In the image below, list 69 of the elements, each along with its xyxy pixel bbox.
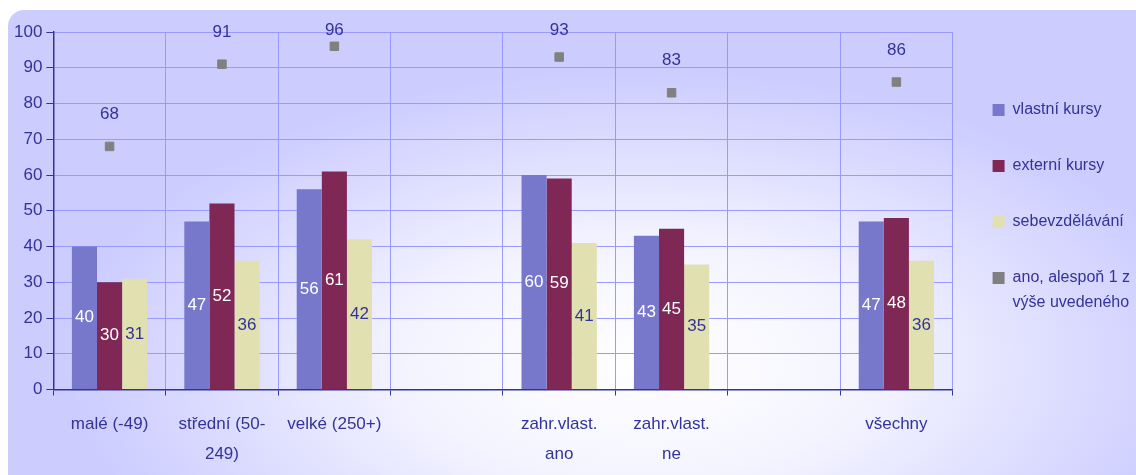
bar (883, 217, 909, 389)
point (329, 41, 340, 52)
legend-label: ano, alespoň 1 z výše uvedeného (1012, 268, 1130, 311)
data-label: 93 (549, 19, 569, 39)
data-label: 40 (75, 307, 94, 327)
data-label: 86 (886, 39, 906, 59)
y-tick-label: 40 (23, 236, 43, 256)
x-tick-label: střední (50-249) (178, 414, 266, 463)
data-label: 52 (212, 285, 232, 305)
y-tick-label: 100 (13, 21, 43, 41)
data-label: 47 (187, 294, 207, 314)
bar (122, 278, 148, 389)
x-tick-label: všechny (865, 414, 929, 434)
data-label: 56 (299, 278, 319, 298)
x-tick-label: zahr.vlast. ano (520, 414, 598, 463)
point (217, 59, 227, 69)
data-label: 68 (100, 104, 120, 124)
data-label: 35 (687, 316, 707, 336)
y-tick-label: 30 (23, 271, 43, 291)
data-label: 43 (637, 302, 656, 322)
bar (296, 189, 322, 389)
data-label: 31 (125, 323, 145, 343)
bar (684, 264, 710, 389)
x-tick-label: zahr.vlast. ne (633, 414, 710, 463)
data-label: 42 (350, 303, 369, 323)
legend-label: externí kursy (1012, 156, 1105, 174)
x-tick-label: velké (250+) (287, 414, 382, 434)
data-label: 60 (524, 271, 544, 291)
bar (908, 260, 935, 389)
bar (209, 203, 235, 389)
bar (234, 260, 260, 389)
bar (546, 178, 572, 389)
data-label: 61 (324, 269, 344, 289)
data-label: 96 (324, 19, 344, 39)
bar (521, 175, 547, 389)
y-tick-label: 70 (23, 128, 43, 148)
point (104, 141, 115, 152)
y-tick-label: 10 (23, 343, 43, 363)
bar (571, 242, 597, 389)
legend-label: vlastní kursy (1012, 100, 1102, 118)
point (666, 88, 677, 98)
point (891, 77, 902, 87)
bar (97, 282, 123, 389)
bar (858, 221, 884, 389)
data-label: 91 (212, 21, 232, 41)
legend-label: sebevzdělávání (1012, 212, 1125, 230)
y-tick-label: 60 (23, 164, 43, 184)
data-label: 45 (662, 298, 682, 318)
y-tick-label: 80 (23, 93, 43, 113)
bar (71, 246, 98, 389)
data-label: 59 (549, 273, 569, 293)
y-tick-label: 20 (23, 307, 43, 327)
y-tick-label: 50 (23, 200, 43, 220)
bar (659, 228, 685, 389)
bar (184, 221, 210, 389)
point (554, 52, 564, 62)
x-tick-label: malé (-49) (70, 414, 149, 434)
data-label: 47 (861, 294, 881, 314)
data-label: 30 (100, 325, 120, 345)
bar (346, 239, 373, 389)
data-label: 36 (912, 314, 931, 334)
data-label: 48 (886, 293, 906, 313)
data-label: 36 (237, 314, 257, 334)
data-label: 83 (662, 50, 682, 70)
bar (633, 235, 660, 389)
data-label: 41 (574, 305, 594, 325)
y-tick-label: 90 (23, 57, 43, 77)
bar (321, 171, 347, 389)
y-tick-label: 0 (32, 379, 43, 399)
